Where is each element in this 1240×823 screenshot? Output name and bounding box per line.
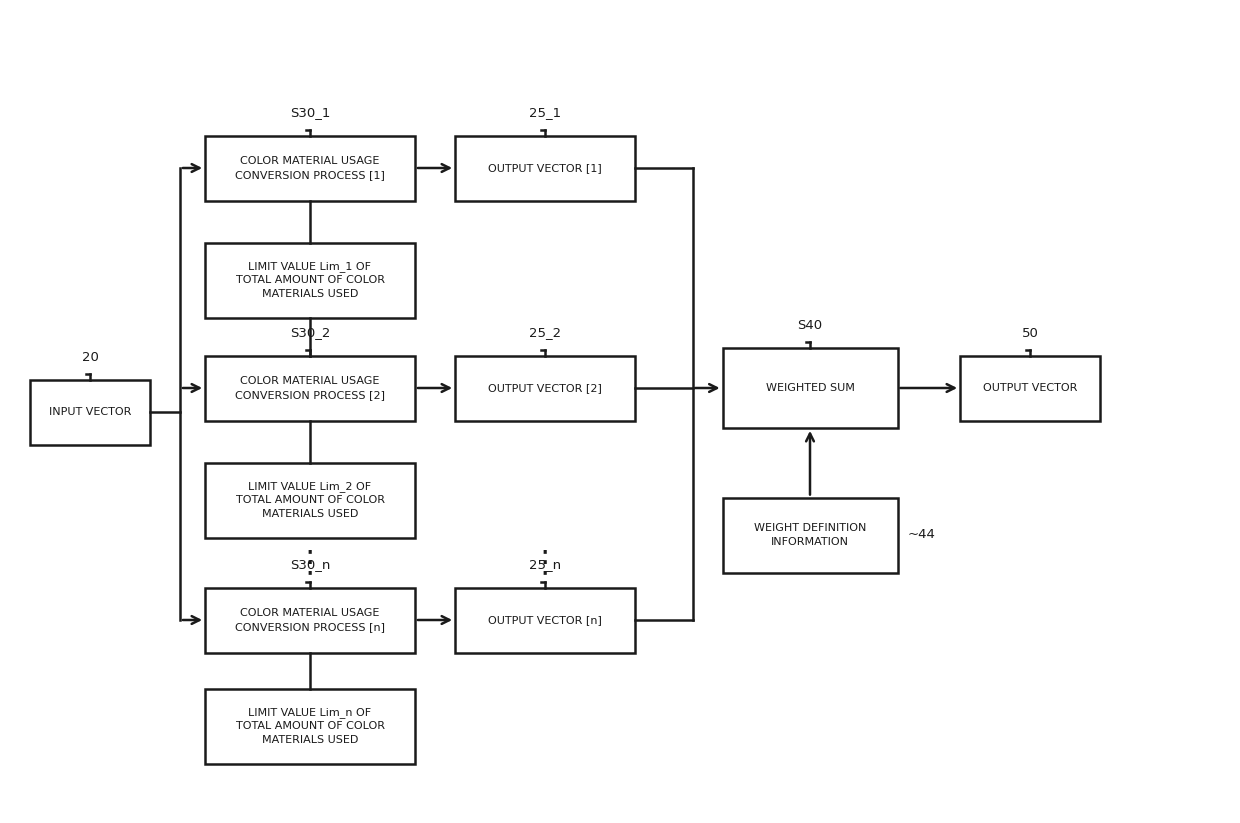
Bar	[723, 348, 898, 428]
Text: 50: 50	[1022, 327, 1038, 340]
Bar	[455, 356, 635, 421]
Text: WEIGHTED SUM: WEIGHTED SUM	[765, 383, 854, 393]
Text: ⋮: ⋮	[529, 548, 560, 577]
Bar	[455, 136, 635, 201]
Bar	[723, 497, 898, 573]
Text: COLOR MATERIAL USAGE
CONVERSION PROCESS [1]: COLOR MATERIAL USAGE CONVERSION PROCESS …	[236, 156, 384, 179]
Text: ⋮: ⋮	[295, 548, 325, 577]
Text: S30_n: S30_n	[290, 559, 330, 571]
Bar	[960, 356, 1100, 421]
Text: COLOR MATERIAL USAGE
CONVERSION PROCESS [n]: COLOR MATERIAL USAGE CONVERSION PROCESS …	[236, 608, 384, 631]
Text: 25_2: 25_2	[529, 327, 560, 340]
Text: OUTPUT VECTOR [n]: OUTPUT VECTOR [n]	[489, 615, 601, 625]
Bar	[205, 136, 415, 201]
Bar	[205, 689, 415, 764]
Text: WEIGHT DEFINITION
INFORMATION: WEIGHT DEFINITION INFORMATION	[754, 523, 867, 546]
Text: S40: S40	[797, 319, 822, 332]
Text: ~44: ~44	[908, 528, 935, 542]
Text: 20: 20	[82, 351, 98, 364]
Text: INPUT VECTOR: INPUT VECTOR	[48, 407, 131, 417]
Bar	[205, 356, 415, 421]
Text: LIMIT VALUE Lim_2 OF
TOTAL AMOUNT OF COLOR
MATERIALS USED: LIMIT VALUE Lim_2 OF TOTAL AMOUNT OF COL…	[236, 481, 384, 518]
Bar	[205, 588, 415, 653]
Text: S30_2: S30_2	[290, 327, 330, 340]
Bar	[455, 588, 635, 653]
Text: COLOR MATERIAL USAGE
CONVERSION PROCESS [2]: COLOR MATERIAL USAGE CONVERSION PROCESS …	[236, 376, 384, 400]
Text: OUTPUT VECTOR [1]: OUTPUT VECTOR [1]	[489, 163, 601, 173]
Text: LIMIT VALUE Lim_n OF
TOTAL AMOUNT OF COLOR
MATERIALS USED: LIMIT VALUE Lim_n OF TOTAL AMOUNT OF COL…	[236, 707, 384, 745]
Bar	[30, 379, 150, 444]
Text: S30_1: S30_1	[290, 106, 330, 119]
Text: LIMIT VALUE Lim_1 OF
TOTAL AMOUNT OF COLOR
MATERIALS USED: LIMIT VALUE Lim_1 OF TOTAL AMOUNT OF COL…	[236, 262, 384, 299]
Text: 25_n: 25_n	[529, 559, 560, 571]
Bar	[205, 243, 415, 318]
Bar	[205, 463, 415, 537]
Text: OUTPUT VECTOR [2]: OUTPUT VECTOR [2]	[489, 383, 601, 393]
Text: OUTPUT VECTOR: OUTPUT VECTOR	[983, 383, 1078, 393]
Text: 25_1: 25_1	[529, 106, 560, 119]
